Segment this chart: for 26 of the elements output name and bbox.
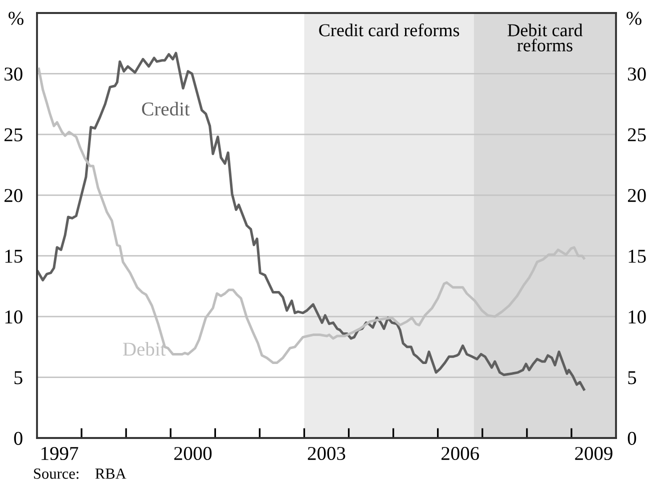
y2-tick-label: 10 <box>628 310 646 324</box>
y-tick-label: 10 <box>5 310 22 324</box>
y2-tick-label: 15 <box>628 250 646 263</box>
y-tick-label: 30 <box>4 68 22 81</box>
series-label: Debit <box>123 342 166 356</box>
y-tick-label: 0 <box>14 432 22 445</box>
series-label: Credit <box>142 102 190 116</box>
y-tick-label: 25 <box>4 128 22 142</box>
band-label: Debit card reforms <box>508 24 583 52</box>
y2-axis-title: % <box>626 12 642 25</box>
x-tick-label: 1997 <box>42 446 78 460</box>
y2-tick-label: 20 <box>628 188 646 202</box>
y2-tick-label: 0 <box>628 432 636 445</box>
x-tick-label: 2000 <box>174 446 212 460</box>
y-tick-label: 20 <box>4 188 22 202</box>
x-tick-label: 2003 <box>308 446 346 460</box>
x-tick-label: 2009 <box>575 446 612 460</box>
source-note: Source: RBA <box>34 468 126 479</box>
y-axis-title: % <box>8 12 24 25</box>
y-tick-label: 5 <box>14 371 22 384</box>
band-label: Credit card reforms <box>319 23 460 36</box>
y-tick-label: 15 <box>5 250 22 263</box>
y2-tick-label: 5 <box>628 371 636 384</box>
x-tick-label: 2006 <box>442 446 479 460</box>
y2-tick-label: 30 <box>628 68 646 81</box>
y2-tick-label: 25 <box>628 128 646 142</box>
